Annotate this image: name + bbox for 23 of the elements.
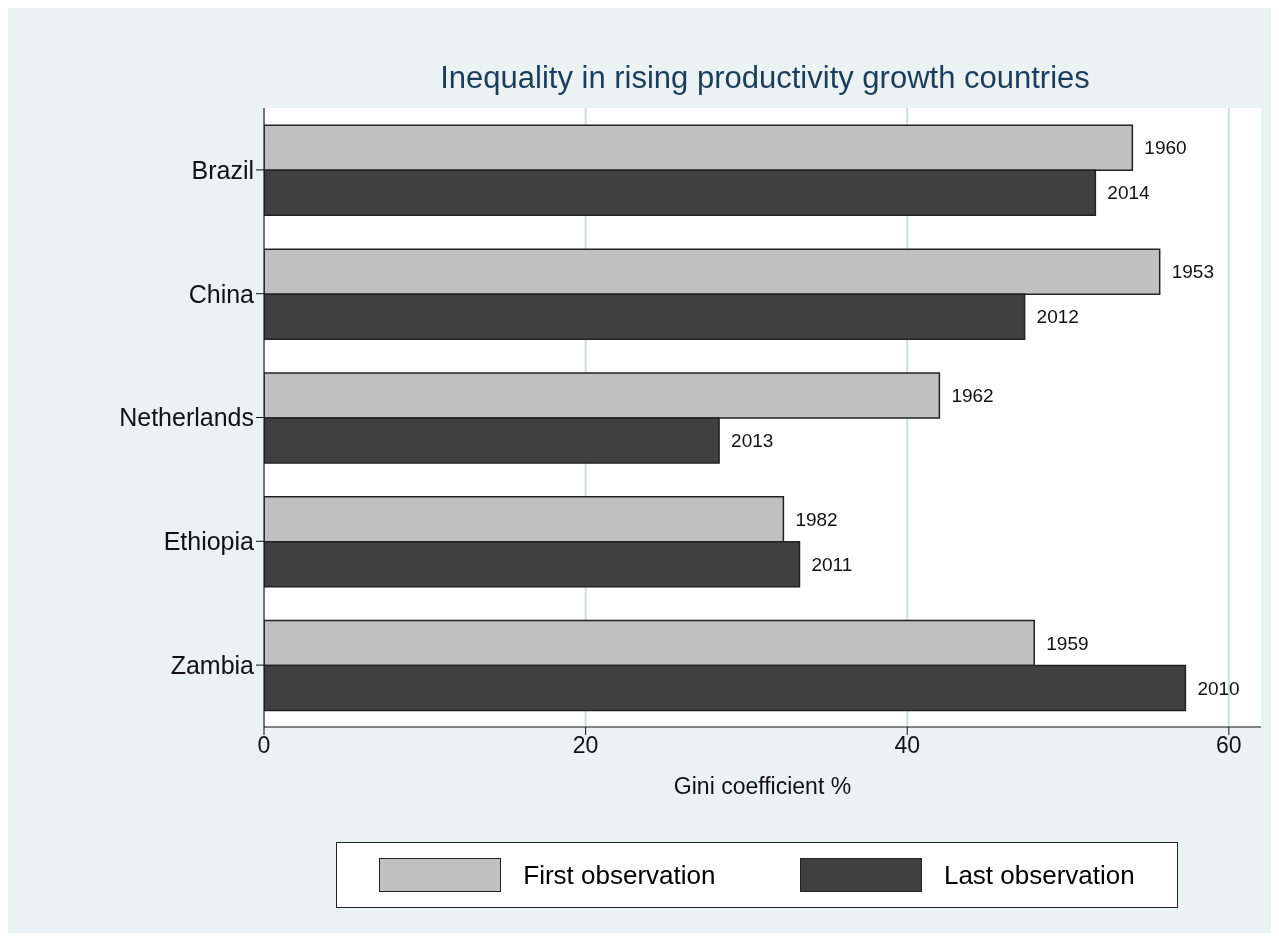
legend-label: Last observation [943,859,1135,891]
annotation: 1962 [951,384,994,406]
annotation: 2012 [1036,306,1079,328]
y-tick-label: China [188,279,255,308]
y-tick-label: Ethiopia [163,527,255,556]
x-tick-label: 0 [257,732,271,759]
annotation: 1959 [1046,632,1089,654]
annotation: 2013 [731,429,774,451]
annotation: 2011 [811,553,853,575]
y-tick-label: Brazil [191,155,254,184]
y-tick-label: Netherlands [119,403,254,432]
y-tick-label: Zambia [170,650,255,679]
annotation: 1960 [1144,137,1187,159]
x-tick-label: 20 [572,732,599,759]
annotation: 1953 [1171,261,1214,283]
legend-label: First observation [523,859,716,891]
annotation: 2010 [1197,677,1240,699]
x-axis-title: Gini coefficient % [673,773,852,799]
x-tick-label: 60 [1216,732,1242,759]
chart-title: Inequality in rising productivity growth countries [439,60,1091,96]
annotation: 2014 [1107,182,1151,204]
x-tick-label: 40 [894,732,921,759]
annotation: 1982 [795,508,838,530]
